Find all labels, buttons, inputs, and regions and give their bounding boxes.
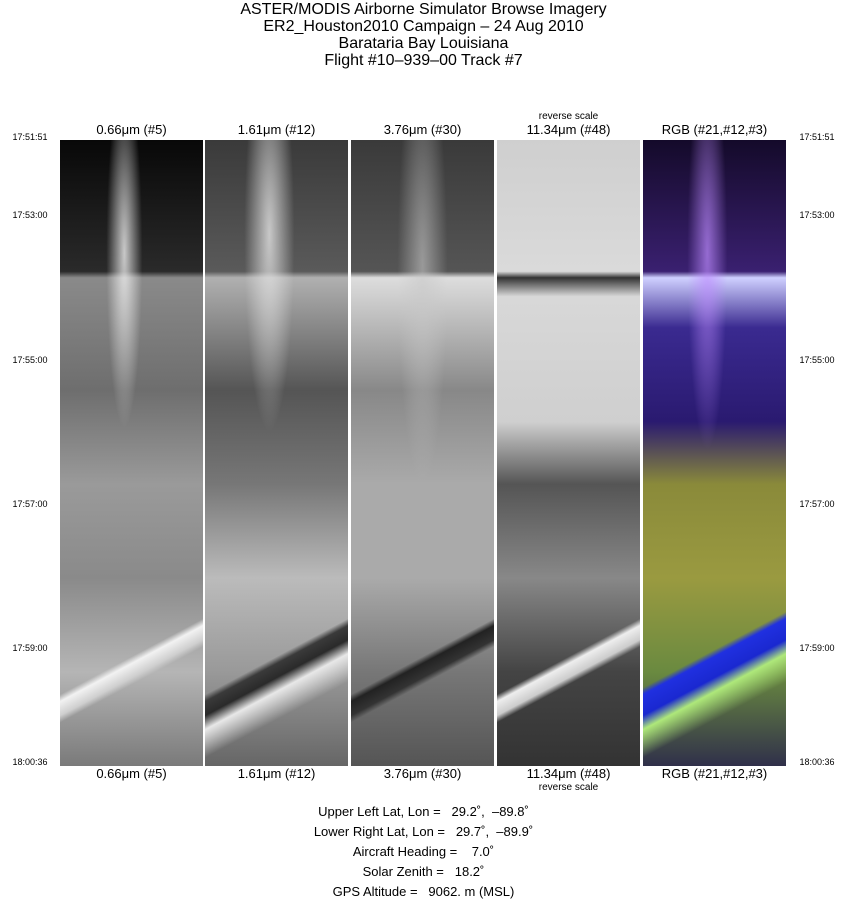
footer-line: GPS Altitude = 9062. m (MSL) [332,884,515,899]
band-label: 3.76μm (#30) [383,122,462,137]
image-panel [351,140,494,766]
title-line: ASTER/MODIS Airborne Simulator Browse Im… [240,1,607,18]
band-label: 0.66μm (#5) [96,122,167,137]
time-label: 17:59:00 [799,643,835,653]
band-label: RGB (#21,#12,#3) [661,766,768,781]
time-label: 18:00:36 [799,757,835,767]
band-label: 0.66μm (#5) [96,766,167,781]
time-label: 17:51:51 [12,132,48,142]
image-panel [643,140,786,766]
time-label: 17:53:00 [799,210,835,220]
band-label: 11.34μm (#48) [526,766,611,781]
band-label: 3.76μm (#30) [383,766,462,781]
time-label: 18:00:36 [12,757,48,767]
time-label: 17:55:00 [12,355,48,365]
band-label: 1.61μm (#12) [237,122,316,137]
footer-line: Lower Right Lat, Lon = 29.7˚, –89.9˚ [313,824,534,839]
footer-line: Solar Zenith = 18.2˚ [362,864,485,879]
time-label: 17:51:51 [799,132,835,142]
band-label: 11.34μm (#48) [526,122,611,137]
title-line: ER2_Houston2010 Campaign – 24 Aug 2010 [263,18,584,35]
band-label: RGB (#21,#12,#3) [661,122,768,137]
time-label: 17:57:00 [799,499,835,509]
time-label: 17:53:00 [12,210,48,220]
time-label: 17:59:00 [12,643,48,653]
band-label: 1.61μm (#12) [237,766,316,781]
scale-note: reverse scale [538,782,599,793]
image-panel [60,140,203,766]
image-panel [205,140,348,766]
title-line: Flight #10–939–00 Track #7 [324,52,523,69]
footer-line: Aircraft Heading = 7.0˚ [352,844,495,859]
scale-note: reverse scale [538,111,599,122]
image-panel [497,140,640,766]
footer-line: Upper Left Lat, Lon = 29.2˚, –89.8˚ [318,804,529,819]
title-line: Barataria Bay Louisiana [338,35,509,52]
time-label: 17:55:00 [799,355,835,365]
time-label: 17:57:00 [12,499,48,509]
